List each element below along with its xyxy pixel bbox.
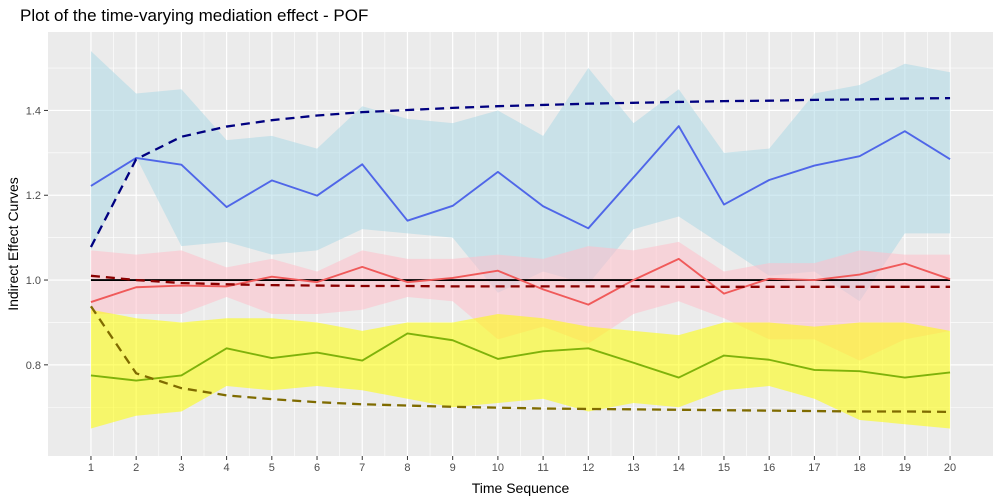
x-tick-label: 10 [492, 462, 504, 474]
confidence-bands [90, 51, 951, 429]
x-tick-label: 14 [673, 462, 685, 474]
dashed-curve-4 [89, 96, 951, 248]
x-tick-label: 20 [944, 462, 956, 474]
x-tick-label: 9 [450, 462, 456, 474]
x-tick-label: 2 [133, 462, 139, 474]
x-tick-label: 15 [718, 462, 730, 474]
chart-title: Plot of the time-varying mediation effec… [20, 6, 368, 25]
x-tick-label: 17 [808, 462, 820, 474]
dashed-curve-5 [90, 274, 951, 288]
x-axis-title: Time Sequence [472, 480, 570, 496]
x-tick-label: 3 [178, 462, 184, 474]
x-tick-label: 8 [404, 462, 410, 474]
x-tick-label: 11 [537, 462, 548, 474]
x-tick-label: 5 [269, 462, 275, 474]
dashed-curve-6 [89, 305, 951, 414]
x-tick-label: 1 [88, 462, 94, 474]
x-tick-label: 7 [359, 462, 365, 474]
x-tick-label: 16 [763, 462, 775, 474]
effect-curves [89, 96, 951, 414]
effect-curve-1 [90, 125, 951, 230]
y-tick-label: 0.8 [26, 360, 41, 372]
confidence-band-3 [90, 309, 951, 429]
y-tick-label: 1.2 [26, 190, 41, 202]
x-tick-label: 6 [314, 462, 320, 474]
effect-curve-3 [90, 332, 951, 382]
x-tick-label: 12 [582, 462, 594, 474]
x-tick-label: 19 [899, 462, 911, 474]
x-tick-label: 4 [224, 462, 230, 474]
axes: 1 2 3 4 5 6 7 8 9 10 11 12 13 14 15 16 17 18 19 200.81.01.2… [26, 105, 956, 474]
confidence-band-2 [90, 241, 951, 361]
y-tick-label: 1.0 [26, 275, 41, 287]
y-tick-label: 1.4 [26, 105, 41, 117]
y-axis-title: Indirect Effect Curves [5, 177, 21, 311]
x-tick-label: 13 [627, 462, 639, 474]
x-tick-label: 18 [853, 462, 865, 474]
confidence-band-1 [90, 51, 951, 302]
